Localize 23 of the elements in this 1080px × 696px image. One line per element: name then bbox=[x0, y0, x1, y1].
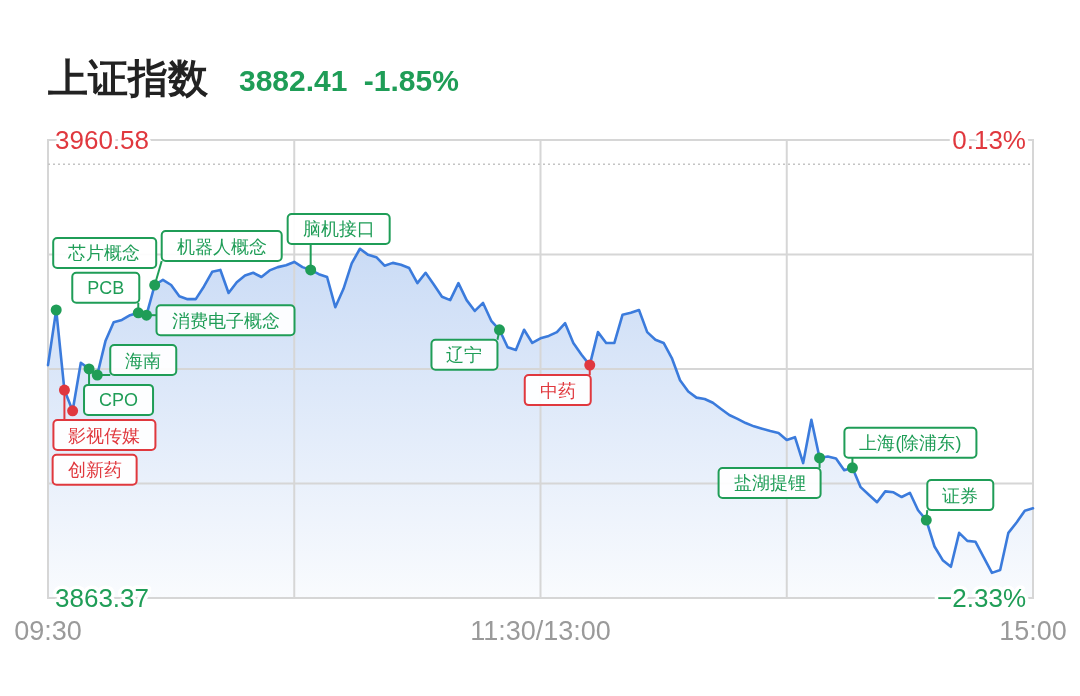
y2-tick-label: −2.33% bbox=[937, 583, 1026, 613]
annotation: 上海(除浦东) bbox=[859, 433, 962, 454]
x-tick-label: 09:30 bbox=[14, 616, 82, 646]
annotation: CPO bbox=[99, 390, 139, 411]
x-tick-label: 15:00 bbox=[999, 616, 1067, 646]
annotation: 芯片概念 bbox=[68, 243, 141, 264]
annotation: 中药 bbox=[539, 380, 576, 401]
y-tick-label: 3863.37 bbox=[55, 583, 149, 613]
annotation: 海南 bbox=[125, 350, 162, 371]
y-tick-label: 3960.58 bbox=[55, 125, 149, 155]
y2-tick-label: 0.13% bbox=[952, 125, 1026, 155]
x-tick-label: 11:30/13:00 bbox=[470, 616, 611, 646]
annotation: PCB bbox=[87, 278, 125, 299]
annotation: 证券 bbox=[942, 485, 979, 506]
title: 上证指数 bbox=[48, 56, 208, 100]
annotation: 辽宁 bbox=[446, 345, 483, 366]
annotation: 机器人概念 bbox=[176, 236, 267, 257]
annotation: 脑机接口 bbox=[302, 219, 375, 240]
annotation: 盐湖提锂 bbox=[733, 473, 806, 494]
annotation: 影视传媒 bbox=[68, 425, 141, 446]
subtitle: 3882.41 -1.85% bbox=[239, 64, 459, 97]
annotation: 创新药 bbox=[67, 460, 122, 481]
annotation: 消费电子概念 bbox=[171, 310, 280, 331]
